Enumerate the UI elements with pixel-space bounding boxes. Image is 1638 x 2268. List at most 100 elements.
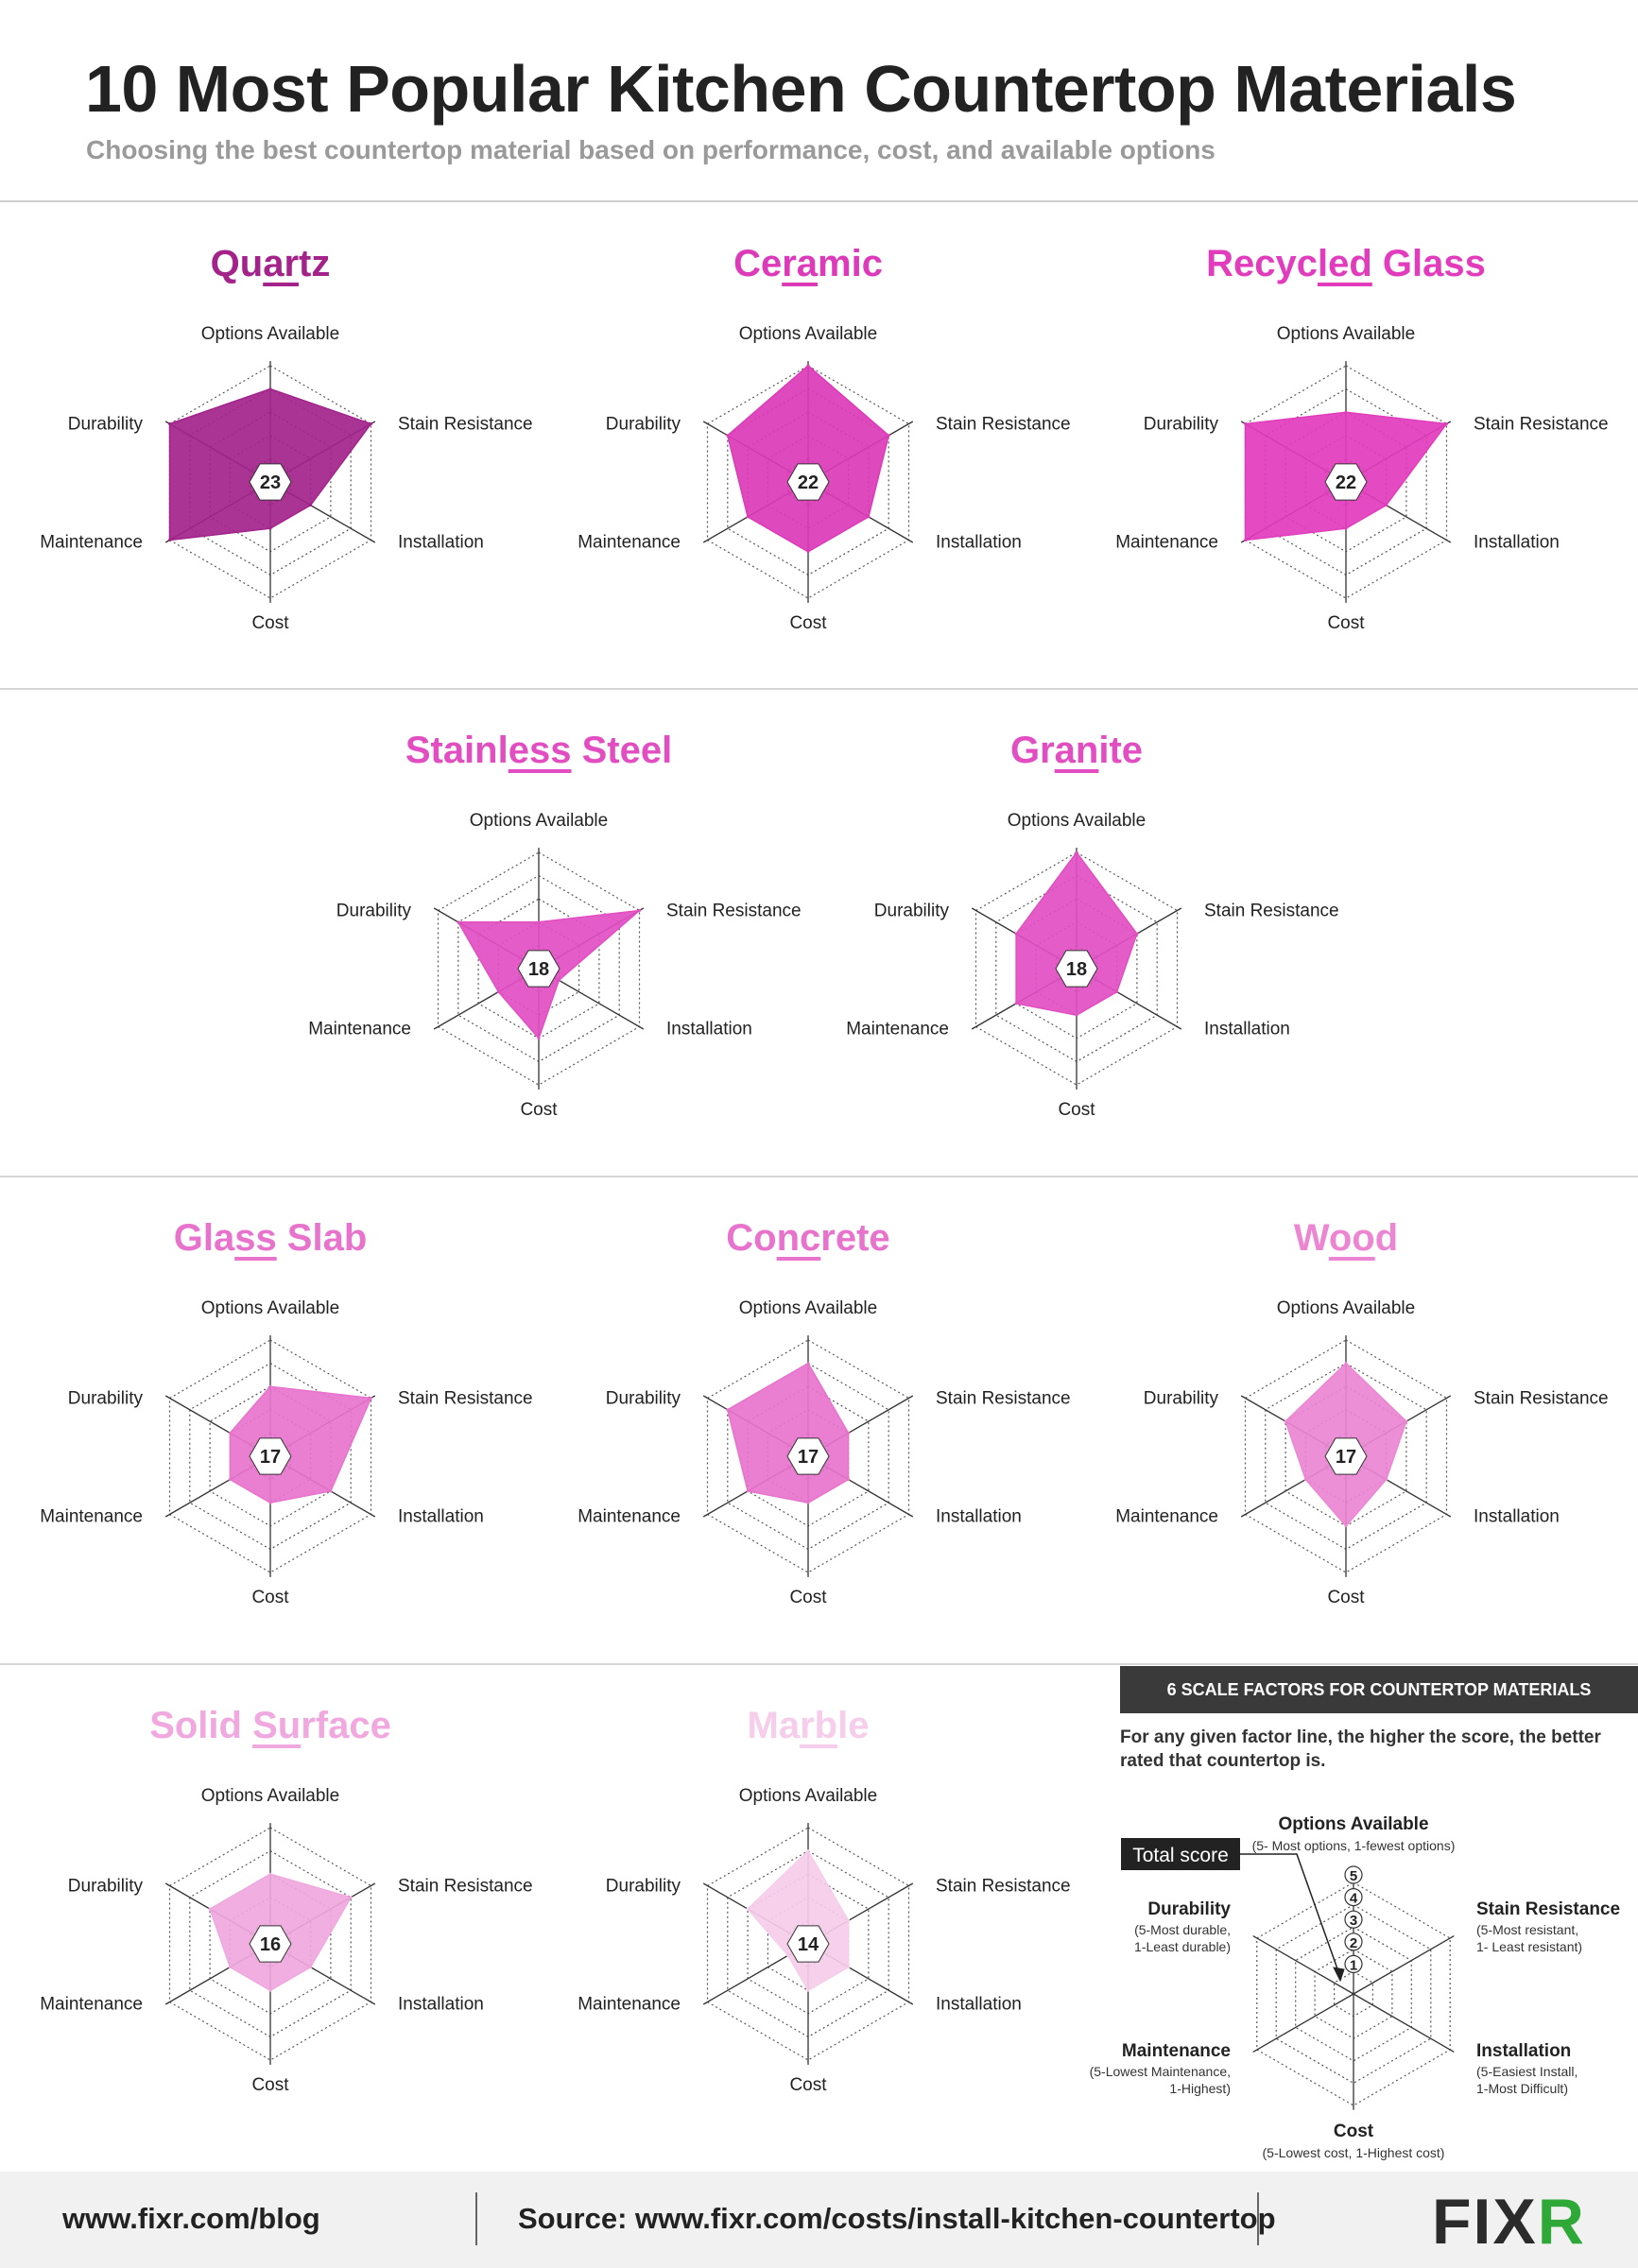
- chart-title: Granite: [1010, 730, 1143, 771]
- legend-factor-note: 1-Least durable): [1134, 1939, 1231, 1954]
- scale-number: 3: [1350, 1913, 1357, 1929]
- total-badge: [517, 950, 560, 988]
- axis-label: Options Available: [1008, 811, 1146, 831]
- axis-label: Durability: [606, 415, 681, 435]
- axis-label: Durability: [336, 902, 412, 921]
- axis-label: Options Available: [201, 1298, 339, 1318]
- data-point: [557, 978, 560, 982]
- legend-factor-note: 1-Most Difficult): [1476, 2081, 1568, 2096]
- data-point: [867, 515, 871, 519]
- data-point: [806, 550, 810, 554]
- axis-label: Stain Resistance: [1474, 415, 1609, 435]
- data-area-glass-slab: [229, 1385, 372, 1503]
- total-badge: [786, 463, 830, 501]
- data-point: [1344, 1524, 1348, 1528]
- data-point: [228, 1478, 232, 1482]
- axis-label: Installation: [936, 533, 1022, 553]
- axis-label: Options Available: [1277, 324, 1415, 344]
- legend-factor-name: Stain Resistance: [1476, 1899, 1620, 1919]
- axis-label: Cost: [520, 1100, 558, 1120]
- axis-label: Durability: [1144, 415, 1219, 435]
- chart-title: Stainless Steel: [405, 730, 672, 771]
- data-point: [496, 990, 500, 994]
- header: 10 Most Popular Kitchen Countertop Mater…: [0, 0, 1638, 202]
- fixr-logo-fix: FIX: [1432, 2192, 1538, 2249]
- axis-label: Stain Resistance: [666, 902, 802, 921]
- axis-line: [1353, 1935, 1455, 1995]
- page-subtitle: Choosing the best countertop material ba…: [86, 135, 1216, 164]
- data-point: [638, 909, 641, 912]
- axis-label: Stain Resistance: [936, 1877, 1071, 1897]
- data-point: [1244, 422, 1247, 425]
- axis-label: Durability: [68, 1389, 144, 1409]
- total-score: 14: [798, 1934, 819, 1955]
- total-score: 17: [798, 1447, 819, 1468]
- legend-factor-note: (5-Lowest Maintenance,: [1090, 2064, 1231, 2079]
- axis-label: Maintenance: [578, 1507, 681, 1527]
- axis-label: Options Available: [739, 1298, 877, 1318]
- data-point: [228, 1431, 232, 1435]
- axis-label: Options Available: [739, 1786, 877, 1806]
- data-point: [208, 1907, 212, 1911]
- total-score: 18: [528, 959, 549, 980]
- callout-pointer: [1240, 1853, 1341, 1978]
- axis-label: Installation: [398, 1507, 484, 1527]
- data-point: [1014, 1002, 1018, 1005]
- axis-label: Stain Resistance: [936, 1389, 1071, 1409]
- total-badge: [1324, 463, 1368, 501]
- scale-number-badge: [1344, 1910, 1363, 1929]
- scale-number: 1: [1350, 1957, 1357, 1973]
- data-area-ceramic: [726, 365, 890, 553]
- axis-label: Installation: [666, 1020, 752, 1040]
- legend-factor-name: Installation: [1476, 2041, 1571, 2061]
- axis-label: Options Available: [739, 324, 877, 344]
- source-link[interactable]: Source: www.fixr.com/costs/install-kitch…: [518, 2202, 1276, 2235]
- scale-number-badge: [1344, 1865, 1363, 1884]
- axis-label: Durability: [606, 1877, 681, 1897]
- data-point: [168, 422, 171, 425]
- axis-label: Stain Resistance: [936, 415, 1071, 435]
- axis-label: Cost: [251, 1588, 289, 1607]
- data-point: [847, 1431, 851, 1435]
- data-point: [1303, 1478, 1307, 1482]
- data-point: [806, 1362, 810, 1366]
- data-point: [268, 526, 272, 530]
- axis-label: Installation: [398, 533, 484, 553]
- total-badge: [249, 463, 292, 501]
- axis-label: Installation: [398, 1995, 484, 2015]
- legend-factor-note: (5-Most resistant,: [1476, 1922, 1578, 1937]
- data-point: [349, 1896, 353, 1899]
- data-point: [806, 1849, 810, 1853]
- total-score-callout-box: [1121, 1838, 1240, 1870]
- data-point: [726, 434, 730, 438]
- data-point: [268, 1988, 272, 1992]
- row-divider: [0, 1663, 1638, 1665]
- row-divider: [0, 1176, 1638, 1177]
- data-point: [457, 920, 460, 924]
- data-point: [168, 539, 171, 541]
- axis-label: Stain Resistance: [1474, 1389, 1609, 1409]
- axis-label: Durability: [68, 415, 144, 435]
- axis-label: Maintenance: [1115, 533, 1218, 553]
- data-point: [268, 387, 272, 391]
- data-point: [1014, 932, 1018, 936]
- row-divider: [0, 688, 1638, 690]
- axis-line: [1252, 1993, 1354, 2053]
- footer-separator: [1257, 2192, 1259, 2245]
- axis-label: Options Available: [201, 324, 339, 344]
- axis-label: Cost: [1327, 1588, 1365, 1607]
- legend-factor-note: (5-Easiest Install,: [1476, 2064, 1578, 2079]
- chart-title: Marble: [748, 1705, 870, 1746]
- fixr-logo-text: FIXR: [1432, 2192, 1583, 2249]
- blog-link[interactable]: www.fixr.com/blog: [62, 2202, 320, 2235]
- data-point: [1405, 1419, 1408, 1423]
- axis-label: Cost: [789, 1588, 827, 1607]
- data-point: [1244, 539, 1247, 541]
- legend-factor-note: 1-Highest): [1169, 2081, 1231, 2096]
- total-score: 23: [260, 472, 281, 493]
- total-score-callout: Total score: [1132, 1845, 1229, 1866]
- data-point: [1385, 504, 1388, 507]
- data-point: [746, 1489, 750, 1493]
- legend-factor-note: (5- Most options, 1-fewest options): [1252, 1838, 1456, 1853]
- legend-factor-name: Cost: [1334, 2122, 1374, 2141]
